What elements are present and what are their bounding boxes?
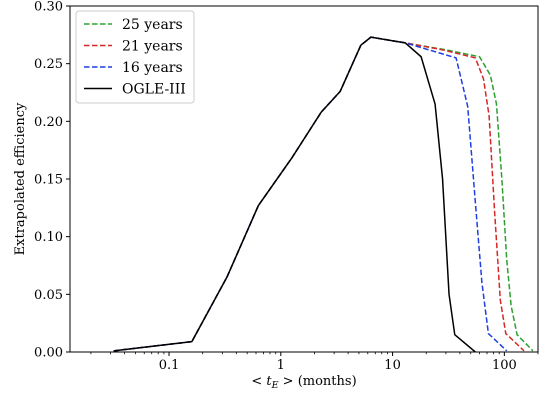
legend-label: 21 years bbox=[122, 39, 183, 55]
x-axis-label: < tE > (months) bbox=[251, 374, 356, 391]
x-tick-label: 0.1 bbox=[159, 358, 180, 373]
y-tick-label: 0.20 bbox=[34, 115, 63, 130]
y-tick-label: 0.15 bbox=[34, 173, 63, 188]
series-line-ogle-iii bbox=[113, 36, 476, 352]
y-tick-label: 0.25 bbox=[34, 57, 63, 72]
axes-layer: 0.1 1 10 100 0.00 0.05 0.10 0.15 0.20 0.25 0.30 < t… bbox=[13, 0, 539, 391]
y-tick-label: 0.10 bbox=[34, 230, 63, 245]
legend-label: 16 years bbox=[122, 60, 183, 76]
legend-label: OGLE-III bbox=[122, 82, 186, 98]
x-tick-label: 1 bbox=[277, 358, 285, 373]
y-tick-label: 0.00 bbox=[34, 346, 63, 361]
x-tick-label: 100 bbox=[492, 358, 517, 373]
legend: 25 years 21 years 16 years OGLE-III bbox=[75, 10, 195, 104]
legend-label: 25 years bbox=[122, 17, 183, 33]
x-tick-label: 10 bbox=[384, 358, 401, 373]
y-tick-label: 0.30 bbox=[34, 0, 63, 15]
legend-box bbox=[75, 10, 195, 104]
y-axis-label: Extrapolated efficiency bbox=[13, 102, 28, 255]
series-layer bbox=[113, 36, 534, 352]
y-tick-label: 0.05 bbox=[34, 288, 63, 303]
